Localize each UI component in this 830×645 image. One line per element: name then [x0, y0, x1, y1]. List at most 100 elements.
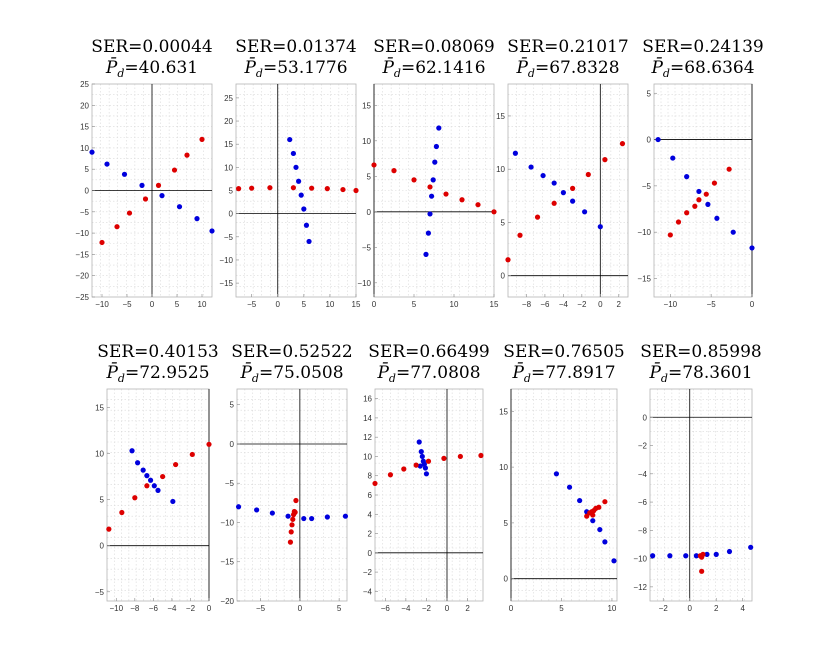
x-tick-label: −4	[167, 604, 177, 613]
red-point	[459, 197, 465, 203]
y-tick-label: −5	[225, 479, 235, 488]
y-tick-label: 10	[224, 163, 233, 172]
red-point	[184, 152, 190, 158]
red-point	[290, 516, 296, 522]
pd-symbol: P̄	[105, 361, 118, 383]
red-point	[443, 191, 449, 197]
x-tick-label: 0	[688, 604, 693, 613]
axes-frame	[236, 388, 348, 602]
red-point	[288, 529, 294, 535]
x-tick-label: 15	[352, 300, 361, 309]
pd-title: P̄d=53.1776	[243, 56, 347, 80]
blue-point	[749, 245, 755, 251]
ser-title: SER=0.21017	[507, 37, 628, 57]
pd-symbol: P̄	[105, 56, 118, 78]
y-tick-label: −15	[219, 279, 233, 288]
y-tick-label: 10	[362, 137, 371, 146]
red-point	[236, 186, 242, 192]
blue-point	[298, 192, 304, 198]
ser-title: SER=0.52522	[231, 342, 352, 362]
x-tick-label: 5	[175, 300, 180, 309]
blue-point	[147, 477, 154, 483]
blue-point	[650, 553, 656, 559]
y-tick-label: 14	[363, 414, 372, 423]
x-tick-label: −6	[381, 604, 391, 613]
blue-point	[417, 463, 423, 469]
y-tick-label: 0	[230, 440, 235, 449]
y-tick-label: 25	[80, 80, 89, 89]
red-point	[441, 455, 447, 461]
blue-point	[597, 526, 603, 533]
blue-point	[151, 483, 157, 489]
red-point	[391, 168, 397, 174]
red-point	[570, 185, 576, 191]
blue-point	[696, 188, 702, 195]
red-point	[290, 185, 296, 191]
y-tick-label: 5	[100, 496, 105, 505]
y-tick-label: −25	[75, 293, 89, 302]
y-tick-label: −10	[220, 518, 234, 527]
red-point	[413, 462, 419, 468]
x-tick-label: −8	[130, 604, 140, 613]
x-tick-label: 0	[207, 604, 212, 613]
pd-subscript: d	[389, 372, 396, 385]
red-point	[387, 472, 394, 478]
blue-point	[560, 190, 566, 196]
blue-point	[418, 449, 424, 455]
y-tick-label: 16	[363, 395, 372, 404]
blue-point	[590, 518, 596, 524]
y-tick-label: 5	[501, 218, 506, 227]
pd-subscript: d	[256, 67, 263, 80]
y-tick-label: 0	[643, 413, 648, 422]
y-tick-label: −15	[637, 274, 651, 283]
red-point	[171, 167, 178, 173]
red-point	[114, 224, 120, 230]
red-point	[287, 539, 294, 545]
y-tick-label: 6	[368, 491, 373, 500]
y-tick-label: 25	[224, 94, 233, 103]
pd-subscript: d	[524, 372, 531, 385]
red-point	[585, 171, 591, 178]
red-point	[475, 202, 481, 208]
blue-point	[730, 229, 736, 235]
red-point	[371, 162, 377, 168]
pd-subscript: d	[252, 372, 259, 385]
blue-point	[611, 558, 617, 564]
pd-symbol: P̄	[239, 361, 252, 383]
ser-title: SER=0.66499	[368, 342, 489, 362]
x-tick-label: 5	[559, 604, 564, 613]
ser-title: SER=0.01374	[235, 37, 356, 57]
blue-point	[176, 204, 183, 210]
red-point	[155, 182, 162, 188]
y-tick-label: −5	[642, 182, 652, 191]
y-tick-label: 12	[363, 433, 372, 442]
red-point	[199, 136, 205, 142]
pd-title: P̄d=77.8917	[511, 361, 615, 385]
blue-point	[670, 155, 676, 161]
red-point	[699, 568, 705, 574]
y-tick-label: 10	[80, 144, 89, 153]
y-tick-label: −2	[363, 568, 373, 577]
red-point	[425, 458, 432, 464]
blue-point	[433, 143, 439, 150]
blue-point	[419, 453, 425, 460]
red-point	[551, 200, 557, 206]
x-tick-label: 4	[741, 604, 746, 613]
pd-value: =72.9525	[125, 363, 210, 383]
blue-point	[290, 150, 296, 157]
red-point	[696, 197, 702, 203]
red-point	[602, 499, 608, 505]
pd-symbol: P̄	[381, 56, 394, 78]
y-tick-label: 0	[85, 187, 90, 196]
y-tick-label: 0	[501, 272, 506, 281]
blue-point	[704, 551, 710, 557]
y-tick-label: −20	[75, 272, 89, 281]
x-tick-label: −4	[559, 300, 569, 309]
y-tick-label: −20	[220, 597, 234, 606]
pd-value: =53.1776	[263, 58, 348, 78]
x-tick-label: −2	[577, 300, 587, 309]
